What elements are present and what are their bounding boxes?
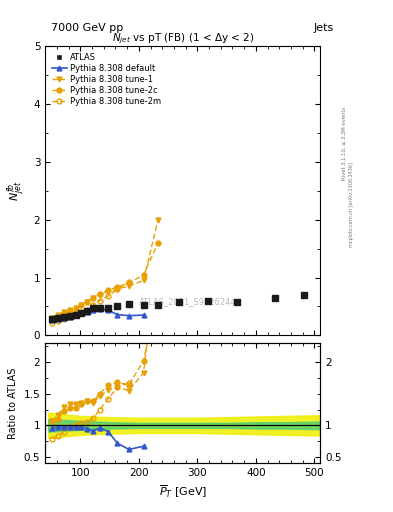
Text: mcplots.cern.ch [arXiv:1306.3436]: mcplots.cern.ch [arXiv:1306.3436]: [349, 162, 354, 247]
X-axis label: $\overline{P}_T$ [GeV]: $\overline{P}_T$ [GeV]: [159, 484, 207, 500]
Text: 7000 GeV pp: 7000 GeV pp: [51, 23, 123, 33]
Y-axis label: Ratio to ATLAS: Ratio to ATLAS: [8, 368, 18, 439]
Text: Jets: Jets: [314, 23, 334, 33]
Title: $N_{jet}$ vs pT (FB) (1 < $\Delta$y < 2): $N_{jet}$ vs pT (FB) (1 < $\Delta$y < 2): [112, 32, 254, 46]
Y-axis label: $N_{jet}^{fb}$: $N_{jet}^{fb}$: [6, 180, 28, 201]
Text: Rivet 3.1.10, ≥ 3.3M events: Rivet 3.1.10, ≥ 3.3M events: [342, 106, 346, 180]
Text: ATLAS_2011_S9126244: ATLAS_2011_S9126244: [140, 297, 237, 306]
Legend: ATLAS, Pythia 8.308 default, Pythia 8.308 tune-1, Pythia 8.308 tune-2c, Pythia 8: ATLAS, Pythia 8.308 default, Pythia 8.30…: [50, 50, 164, 109]
